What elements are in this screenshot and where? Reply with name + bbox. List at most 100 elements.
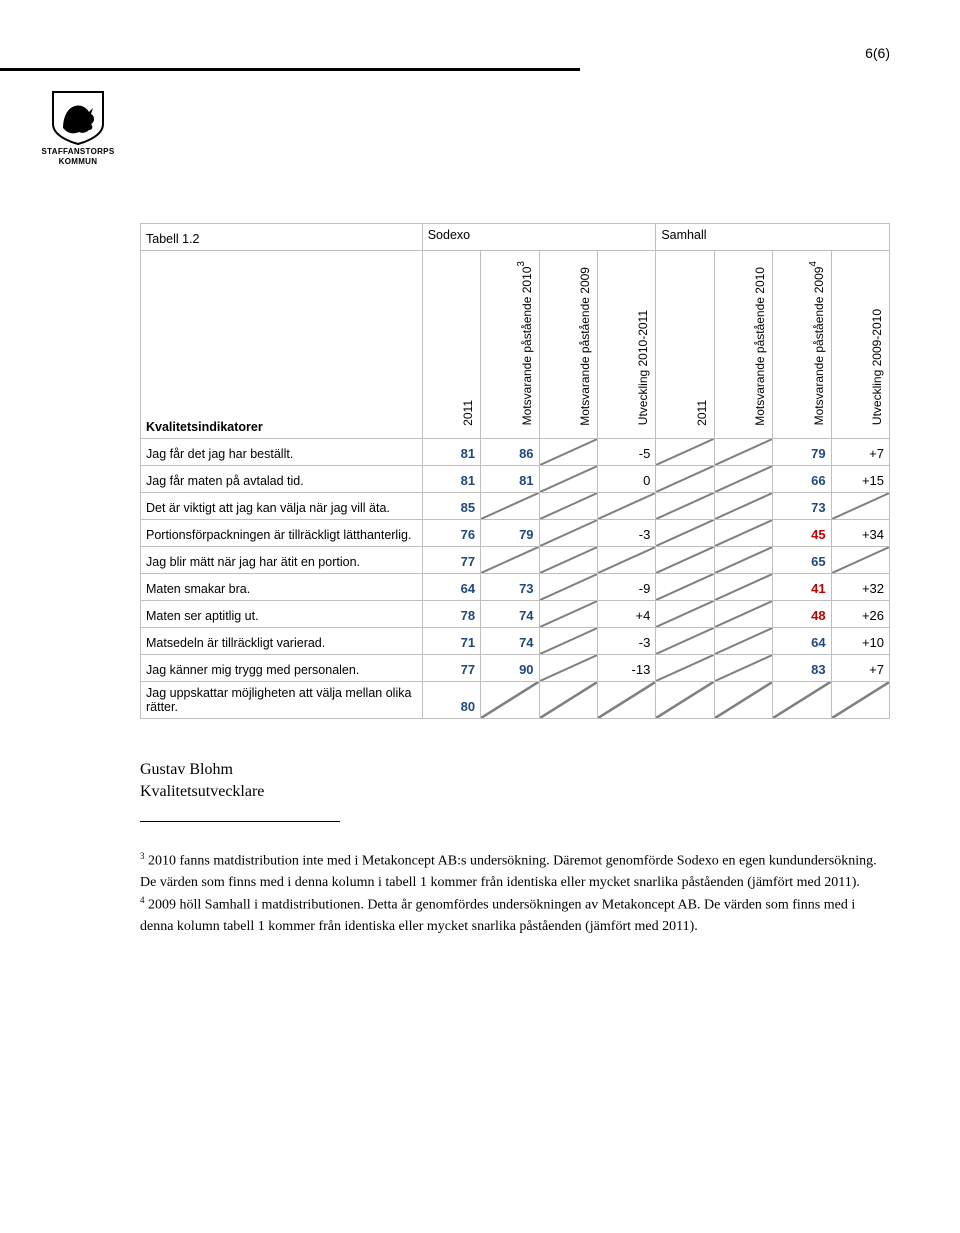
cell: 73 — [773, 493, 831, 520]
quality-table: Tabell 1.2 Sodexo Samhall Kvalitetsindik… — [140, 223, 890, 719]
cell: 77 — [422, 655, 480, 682]
row-label: Jag blir mätt när jag har ätit en portio… — [141, 547, 423, 574]
cell — [831, 493, 889, 520]
table-row: Portionsförpackningen är tillräckligt lä… — [141, 520, 890, 547]
cell — [714, 655, 772, 682]
cell — [714, 628, 772, 655]
cell: +10 — [831, 628, 889, 655]
cell: 81 — [422, 466, 480, 493]
cell: 80 — [422, 682, 480, 719]
cell: -9 — [597, 574, 655, 601]
cell: 64 — [773, 628, 831, 655]
col-2011a: 2011 — [461, 394, 475, 432]
cell — [656, 547, 714, 574]
footnotes: 3 2010 fanns matdistribution inte med i … — [140, 850, 890, 938]
row-label: Matsedeln är tillräckligt varierad. — [141, 628, 423, 655]
row-label: Jag känner mig trygg med personalen. — [141, 655, 423, 682]
cell: 76 — [422, 520, 480, 547]
cell — [714, 520, 772, 547]
cell — [539, 547, 597, 574]
page-number: 6(6) — [865, 45, 890, 61]
cell — [539, 520, 597, 547]
cell — [831, 547, 889, 574]
cell: +4 — [597, 601, 655, 628]
cell — [539, 466, 597, 493]
cell: 65 — [773, 547, 831, 574]
logo-text-line1: STAFFANSTORPS — [38, 148, 118, 156]
footnote-3: 3 2010 fanns matdistribution inte med i … — [140, 850, 890, 894]
municipality-logo: STAFFANSTORPS KOMMUN — [38, 90, 118, 167]
cell: -3 — [597, 520, 655, 547]
cell: 85 — [422, 493, 480, 520]
cell — [714, 574, 772, 601]
cell — [773, 682, 831, 719]
table-row: Jag får maten på avtalad tid.8181066+15 — [141, 466, 890, 493]
cell: 48 — [773, 601, 831, 628]
signature-block: Gustav Blohm Kvalitetsutvecklare — [140, 759, 890, 821]
row-label: Jag uppskattar möjligheten att välja mel… — [141, 682, 423, 719]
cell: 74 — [481, 601, 539, 628]
cell: 66 — [773, 466, 831, 493]
cell — [714, 601, 772, 628]
col-2010b: Motsvarande påstående 2010 — [753, 261, 767, 432]
cell — [656, 682, 714, 719]
cell — [481, 547, 539, 574]
cell: +26 — [831, 601, 889, 628]
header-rule — [0, 68, 580, 71]
row-label: Portionsförpackningen är tillräckligt lä… — [141, 520, 423, 547]
group-samhall: Samhall — [656, 224, 890, 251]
cell: +7 — [831, 655, 889, 682]
row-label: Jag får det jag har beställt. — [141, 439, 423, 466]
cell: +34 — [831, 520, 889, 547]
logo-text-line2: KOMMUN — [38, 158, 118, 166]
group-sodexo: Sodexo — [422, 224, 656, 251]
header-bar: 6(6) — [0, 0, 960, 78]
cell: 41 — [773, 574, 831, 601]
signature-rule — [140, 821, 340, 822]
kv-label: Kvalitetsindikatorer — [141, 251, 423, 439]
table-row: Matsedeln är tillräckligt varierad.7174-… — [141, 628, 890, 655]
cell — [539, 493, 597, 520]
cell — [656, 601, 714, 628]
col-2010-3: Motsvarande påstående 20103 — [516, 255, 534, 431]
table-row: Det är viktigt att jag kan välja när jag… — [141, 493, 890, 520]
cell — [714, 466, 772, 493]
col-2011b: 2011 — [695, 394, 709, 432]
row-label: Det är viktigt att jag kan välja när jag… — [141, 493, 423, 520]
cell — [539, 628, 597, 655]
cell: 73 — [481, 574, 539, 601]
cell: 45 — [773, 520, 831, 547]
cell — [656, 574, 714, 601]
col-utv0910: Utveckling 2009-2010 — [870, 303, 884, 431]
cell: 86 — [481, 439, 539, 466]
table-row: Maten ser aptitlig ut.7874 +4 48+26 — [141, 601, 890, 628]
row-label: Maten ser aptitlig ut. — [141, 601, 423, 628]
cell — [656, 439, 714, 466]
group-row: Tabell 1.2 Sodexo Samhall — [141, 224, 890, 251]
cell: 78 — [422, 601, 480, 628]
cell: 77 — [422, 547, 480, 574]
col-2009-4: Motsvarande påstående 20094 — [808, 255, 826, 431]
cell — [714, 547, 772, 574]
cell — [597, 547, 655, 574]
cell — [539, 439, 597, 466]
cell: +15 — [831, 466, 889, 493]
cell — [656, 493, 714, 520]
cell — [656, 520, 714, 547]
col-utv1011: Utveckling 2010-2011 — [636, 304, 650, 431]
cell — [714, 682, 772, 719]
cell: 83 — [773, 655, 831, 682]
table-row: Jag blir mätt när jag har ätit en portio… — [141, 547, 890, 574]
cell: 64 — [422, 574, 480, 601]
cell: 74 — [481, 628, 539, 655]
cell: +32 — [831, 574, 889, 601]
cell — [539, 574, 597, 601]
cell — [539, 655, 597, 682]
table-title: Tabell 1.2 — [141, 224, 423, 251]
cell — [714, 439, 772, 466]
cell — [539, 682, 597, 719]
row-label: Jag får maten på avtalad tid. — [141, 466, 423, 493]
cell — [656, 628, 714, 655]
row-label: Maten smakar bra. — [141, 574, 423, 601]
cell — [539, 601, 597, 628]
